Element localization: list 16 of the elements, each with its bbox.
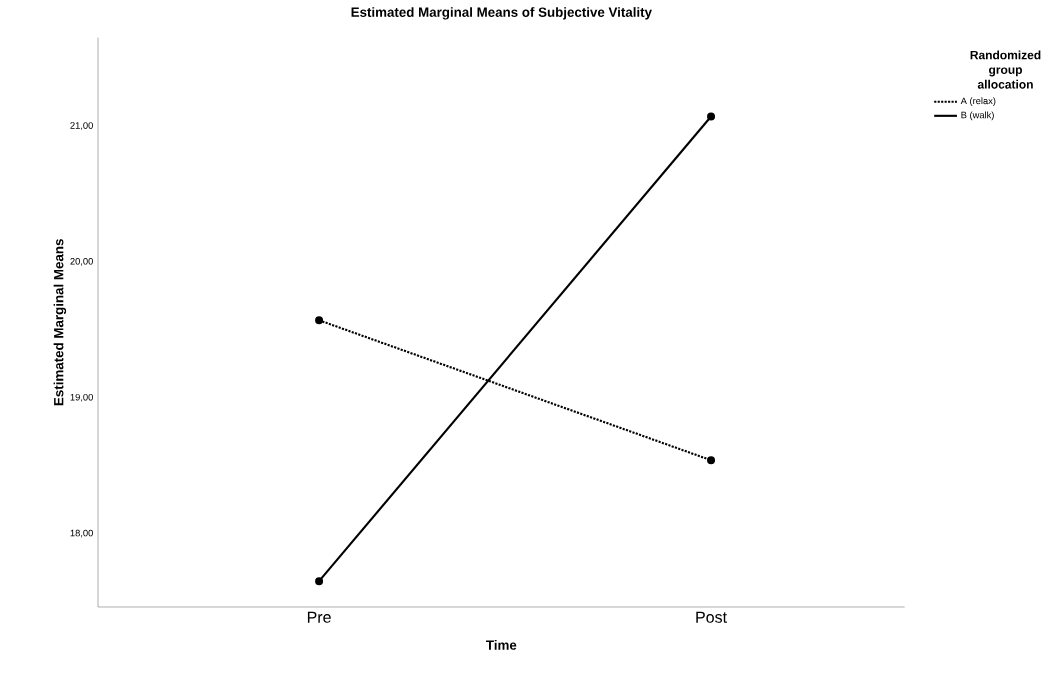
legend-label: A (relax) <box>960 97 996 107</box>
point <box>315 316 324 325</box>
y-tick-label: 18,00 <box>70 529 93 538</box>
point <box>707 456 716 465</box>
legend-title: Randomized group allocation <box>970 50 1041 89</box>
point <box>707 112 716 121</box>
x-tick-label: Post <box>696 611 727 623</box>
x-axis-title: Time <box>486 640 517 650</box>
y-tick-label: 19,00 <box>70 393 93 402</box>
legend-label: B (walk) <box>961 111 994 121</box>
y-tick-label: 21,00 <box>70 122 93 130</box>
point <box>315 577 324 586</box>
y-axis-title: Estimated Marginal Means <box>53 239 67 406</box>
y-tick-label: 20,00 <box>70 258 93 266</box>
x-tick-label: Pre <box>307 611 331 623</box>
chart-title: Estimated Marginal Means of Subjective Vitality <box>351 7 652 20</box>
